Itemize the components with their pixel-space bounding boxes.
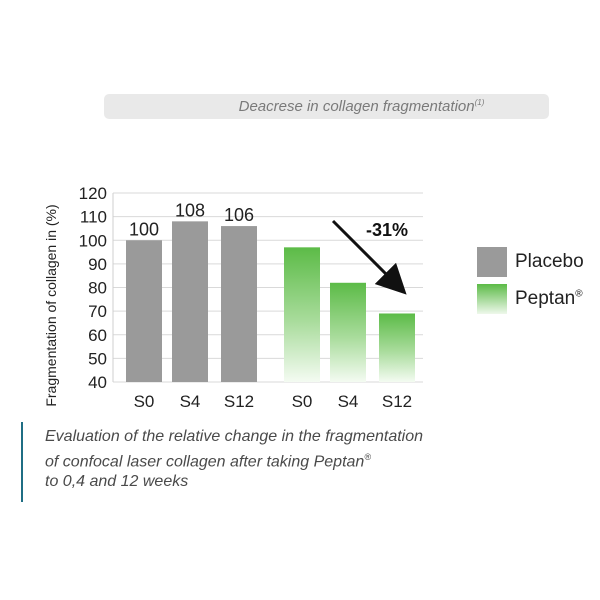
caption-line-2: of confocal laser collagen after taking …	[45, 452, 371, 471]
y-tick-label: 120	[79, 184, 107, 203]
y-tick-label: 70	[88, 302, 107, 321]
caption-accent-line	[21, 422, 23, 502]
legend-swatch-peptan	[477, 284, 507, 314]
x-tick-label: S12	[382, 392, 412, 411]
y-tick-label: 80	[88, 279, 107, 298]
y-axis-label: Fragmentation of collagen in (%)	[43, 204, 59, 406]
chart-title-bar: Deacrese in collagen fragmentation(1)	[104, 94, 549, 119]
caption: Evaluation of the relative change in the…	[45, 427, 505, 492]
bar-placebo-s0	[126, 240, 162, 382]
x-tick-label: S4	[338, 392, 359, 411]
bar-peptan-s12	[379, 313, 415, 382]
legend-swatch-placebo	[477, 247, 507, 277]
caption-line-1: Evaluation of the relative change in the…	[45, 428, 424, 445]
legend-item-placebo: Placebo	[477, 247, 584, 277]
data-label: 108	[175, 200, 205, 220]
legend: Placebo Peptan®	[477, 247, 584, 321]
chart-title: Deacrese in collagen fragmentation(1)	[238, 98, 485, 115]
x-tick-label: S0	[134, 392, 155, 411]
data-label: 100	[129, 219, 159, 239]
x-tick-label: S4	[180, 392, 201, 411]
data-label: 106	[224, 205, 254, 225]
x-tick-label: S12	[224, 392, 254, 411]
y-tick-label: 100	[79, 231, 107, 250]
bar-peptan-s4	[330, 282, 366, 382]
annotation-arrow	[331, 219, 407, 295]
annotation-label: -31%	[366, 220, 408, 240]
legend-label-peptan: Peptan®	[515, 288, 583, 309]
bar-peptan-s0	[284, 247, 320, 382]
y-tick-label: 50	[88, 349, 107, 368]
y-tick-label: 90	[88, 255, 107, 274]
bar-placebo-s12	[221, 226, 257, 382]
legend-item-peptan: Peptan®	[477, 284, 584, 314]
x-tick-label: S0	[292, 392, 313, 411]
y-tick-label: 110	[80, 208, 107, 227]
caption-line-3: to 0,4 and 12 weeks	[45, 473, 189, 491]
legend-label-placebo: Placebo	[515, 251, 584, 272]
bar-placebo-s4	[172, 221, 208, 382]
y-tick-label: 60	[88, 326, 107, 345]
y-tick-label: 40	[88, 373, 107, 392]
